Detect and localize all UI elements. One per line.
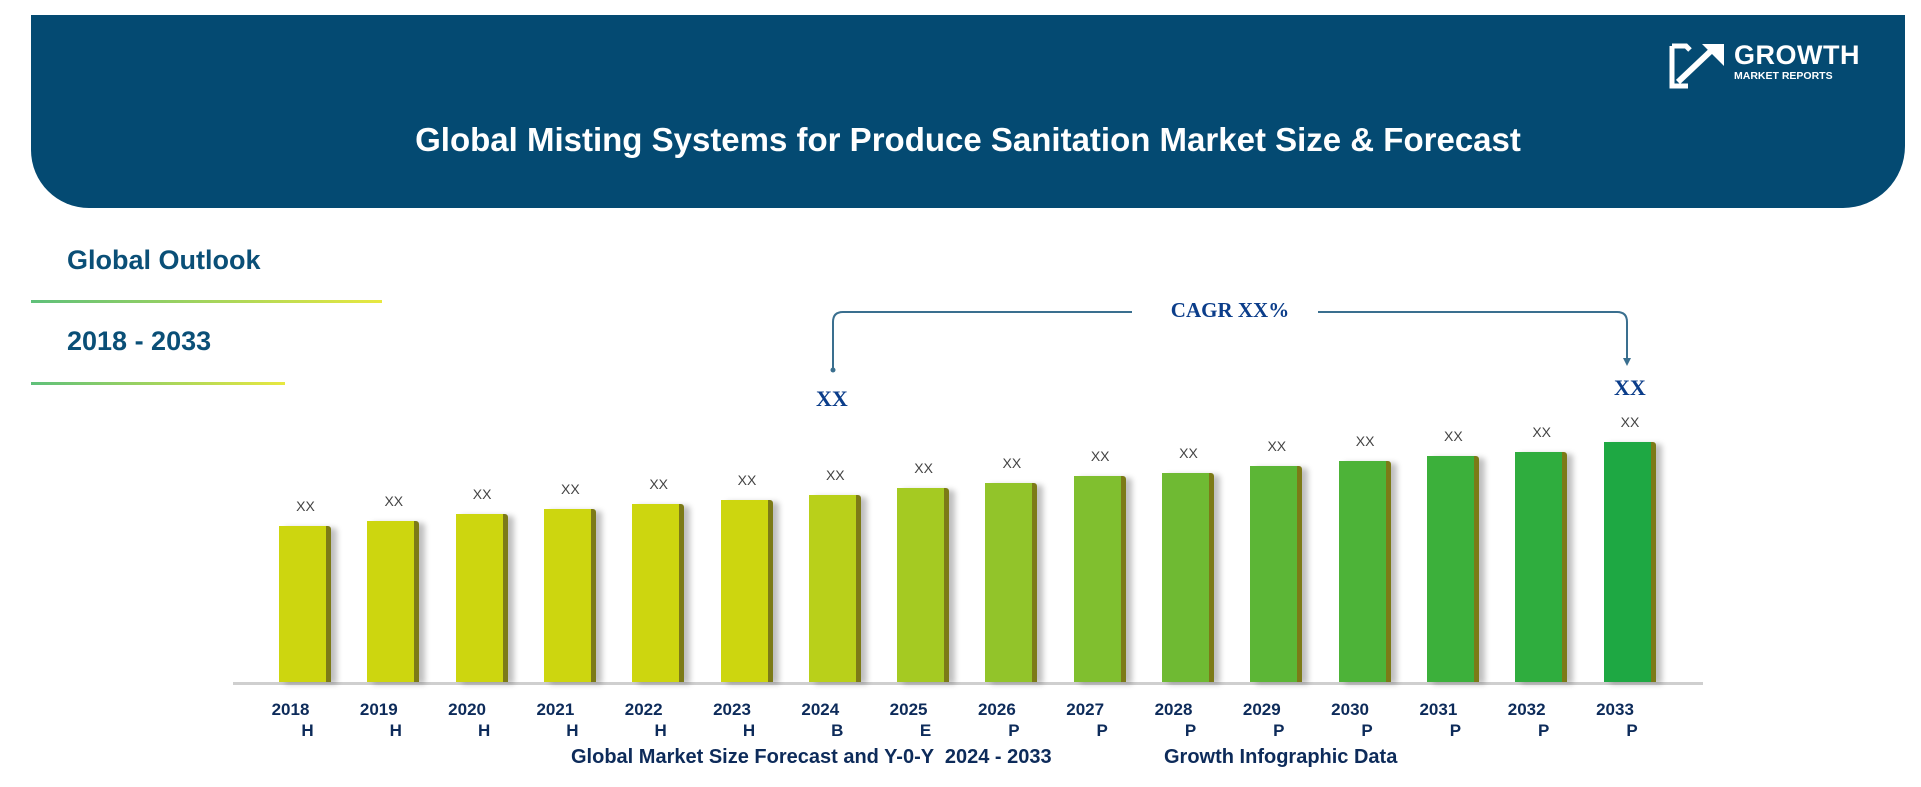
period-code-label: P — [1008, 721, 1020, 740]
data-label: XX — [737, 471, 757, 488]
data-label: XX — [1179, 445, 1198, 462]
data-label: XX — [472, 486, 492, 502]
cagr-label: CAGR XX% — [1170, 298, 1290, 322]
bar-2030 — [1338, 461, 1391, 682]
period-code-label: E — [919, 721, 932, 740]
x-tick-label: 2032 — [1507, 700, 1546, 719]
growth-arrow-icon — [1669, 43, 1724, 89]
data-label: XX — [1355, 433, 1375, 450]
bar-2020 — [455, 514, 508, 682]
data-label: XX — [1532, 423, 1552, 440]
data-label: XX — [384, 493, 404, 510]
x-tick-label: 2024 — [801, 700, 840, 719]
x-axis-line — [233, 682, 1703, 685]
logo-text-sub: MARKET REPORTS — [1734, 70, 1833, 82]
bar-2031 — [1426, 456, 1479, 682]
bar-2027 — [1073, 475, 1126, 682]
divider-line — [31, 382, 285, 385]
period-label: 2018 - 2033 — [67, 326, 212, 356]
period-code-label: H — [566, 721, 579, 740]
bar-2019 — [367, 521, 420, 682]
period-code-label: P — [1361, 721, 1373, 740]
data-label: XX — [649, 476, 669, 493]
bar-2025 — [897, 487, 950, 682]
cagr-end-value: XX — [1614, 375, 1646, 400]
period-code-label: H — [477, 721, 491, 740]
cagr-left-arrow-icon — [830, 367, 836, 373]
period-code-label: B — [831, 721, 844, 740]
header-banner: Global Misting Systems for Produce Sanit… — [31, 15, 1905, 208]
data-label: XX — [296, 498, 315, 514]
global-outlook-label: Global Outlook — [67, 245, 261, 275]
x-tick-label: 2025 — [889, 700, 928, 719]
data-label: XX — [1002, 454, 1022, 471]
x-tick-label: 2029 — [1242, 700, 1281, 719]
period-code-label: H — [389, 721, 402, 740]
bar-2018 — [279, 526, 331, 682]
x-tick-label: 2020 — [448, 700, 486, 719]
bar-2024 — [808, 494, 861, 682]
period-code-label: P — [1096, 721, 1108, 740]
period-code-label: P — [1538, 721, 1550, 740]
bar-2026 — [985, 482, 1038, 682]
data-label: XX — [1267, 438, 1287, 454]
x-tick-label: 2022 — [624, 700, 663, 719]
data-label: XX — [1090, 447, 1110, 464]
x-tick-label: 2026 — [977, 700, 1016, 719]
cagr-right-line — [1318, 311, 1628, 362]
x-tick-label: 2023 — [713, 700, 751, 719]
period-code-label: P — [1626, 721, 1638, 740]
period-code-label: H — [742, 721, 756, 740]
x-tick-label: 2030 — [1331, 700, 1369, 719]
data-label: XX — [825, 466, 845, 483]
growth-market-reports-logo: GROWTH MARKET REPORTS — [1668, 40, 1868, 90]
data-label: XX — [561, 481, 580, 498]
data-label: XX — [1444, 428, 1463, 445]
x-tick-label: 2033 — [1596, 700, 1634, 719]
period-code-label: H — [654, 721, 667, 740]
x-tick-label: 2027 — [1066, 700, 1105, 719]
logo-text-main: GROWTH — [1734, 40, 1860, 70]
bar-2029 — [1250, 466, 1303, 682]
period-code-label: H — [301, 721, 314, 740]
x-tick-label: 2031 — [1419, 700, 1458, 719]
bar-2032 — [1515, 451, 1568, 682]
x-tick-label: 2018 — [271, 700, 310, 719]
cagr-left-line — [832, 311, 1132, 370]
bar-2022 — [632, 504, 685, 682]
x-tick-label: 2021 — [536, 700, 575, 719]
divider-line — [31, 300, 382, 303]
footer-left-text: Global Market Size Forecast and Y-0-Y 20… — [571, 746, 1052, 768]
bar-2028 — [1162, 473, 1214, 682]
bar-2033 — [1603, 442, 1656, 682]
x-tick-label: 2028 — [1154, 700, 1193, 719]
period-code-label: P — [1184, 721, 1197, 740]
cagr-right-arrow-icon — [1623, 358, 1631, 366]
period-code-label: P — [1273, 721, 1285, 740]
cagr-start-value: XX — [816, 386, 848, 411]
page-title: Global Misting Systems for Produce Sanit… — [415, 121, 1521, 158]
x-tick-label: 2019 — [359, 700, 398, 719]
data-label: XX — [914, 459, 933, 476]
bar-2023 — [720, 499, 773, 682]
bar-2021 — [543, 509, 596, 682]
data-label: XX — [1620, 414, 1640, 430]
footer-right-text: Growth Infographic Data — [1164, 746, 1398, 768]
period-code-label: P — [1449, 721, 1462, 740]
